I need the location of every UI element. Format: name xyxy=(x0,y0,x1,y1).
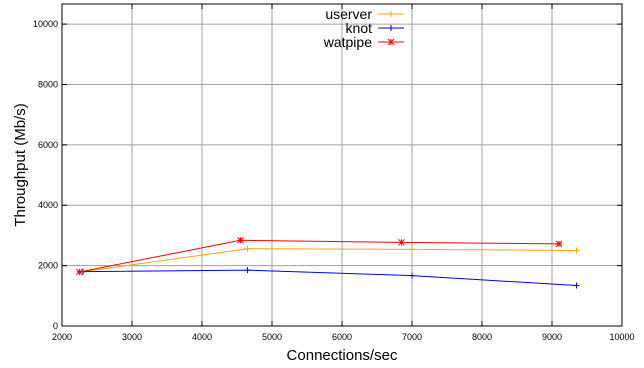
series-group xyxy=(76,236,580,289)
y-tick-label: 0 xyxy=(53,321,58,331)
data-point-watpipe xyxy=(398,239,405,246)
x-tick-label: 5000 xyxy=(262,332,282,342)
data-point-knot xyxy=(409,272,415,279)
x-tick-label: 8000 xyxy=(472,332,492,342)
y-axis-title: Throughput (Mb/s) xyxy=(12,103,29,226)
data-point-knot xyxy=(573,282,580,289)
axis-ticks: 2000 3000 4000 5000 6000 7000 8000 9000 10000020… xyxy=(33,4,635,342)
series-line-watpipe xyxy=(79,239,560,273)
x-tick-label: 4000 xyxy=(192,332,212,342)
data-point-userver xyxy=(409,246,415,253)
legend-marker-userver xyxy=(388,11,394,17)
data-point-watpipe-d2 xyxy=(237,236,244,244)
x-tick-label: 9000 xyxy=(542,332,562,342)
x-tick-label: 3000 xyxy=(122,332,142,342)
data-point-userver xyxy=(573,247,580,254)
legend-marker-watpipe xyxy=(387,38,395,46)
series-line-userver xyxy=(82,248,577,273)
data-point-watpipe-d2 xyxy=(398,239,405,246)
data-point-knot xyxy=(244,267,251,274)
data-point-userver xyxy=(244,245,251,252)
y-tick-label: 10000 xyxy=(33,19,58,29)
data-point-watpipe xyxy=(555,240,563,248)
data-point-watpipe-d2 xyxy=(76,268,83,276)
legend-label-watpipe: watpipe xyxy=(323,34,372,50)
data-point-watpipe xyxy=(237,236,244,244)
x-tick-label: 6000 xyxy=(332,332,352,342)
legend-marker-watpipe-d2 xyxy=(387,38,395,46)
y-tick-label: 8000 xyxy=(38,79,58,89)
data-point-watpipe-d2 xyxy=(555,240,563,248)
x-tick-label: 2000 xyxy=(52,332,72,342)
grid-lines xyxy=(62,4,622,326)
x-axis-title: Connections/sec xyxy=(287,347,398,364)
data-point-watpipe xyxy=(76,268,83,276)
legend-label-userver: userver xyxy=(325,6,372,22)
y-tick-label: 4000 xyxy=(38,200,58,210)
legend-marker-knot xyxy=(388,25,394,31)
x-tick-label: 10000 xyxy=(609,332,634,342)
y-tick-label: 6000 xyxy=(38,140,58,150)
legend-label-knot: knot xyxy=(346,20,373,36)
y-tick-label: 2000 xyxy=(38,261,58,271)
series-line-knot xyxy=(82,269,577,287)
x-tick-label: 7000 xyxy=(402,332,422,342)
